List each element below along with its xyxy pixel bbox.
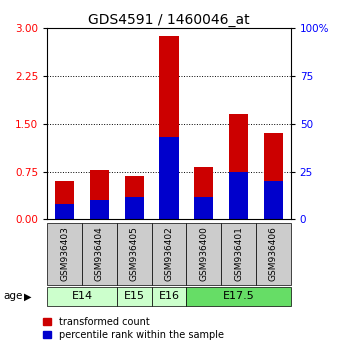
Bar (194, 196, 213, 219)
Text: E17.5: E17.5 (223, 291, 255, 302)
Text: ▶: ▶ (24, 291, 32, 302)
Text: GSM936401: GSM936401 (234, 227, 243, 281)
Bar (229, 172, 248, 219)
Bar (152, 223, 186, 285)
Bar (55, 181, 74, 219)
Bar (160, 36, 178, 219)
Bar (256, 223, 291, 285)
Bar (47, 223, 82, 285)
Text: GSM936402: GSM936402 (165, 227, 173, 281)
Legend: transformed count, percentile rank within the sample: transformed count, percentile rank withi… (39, 313, 228, 343)
Bar (194, 167, 213, 219)
Bar (117, 223, 152, 285)
Title: GDS4591 / 1460046_at: GDS4591 / 1460046_at (88, 13, 250, 27)
Bar (152, 287, 186, 306)
Text: E14: E14 (72, 291, 93, 302)
Text: GSM936403: GSM936403 (60, 227, 69, 281)
Bar (125, 196, 144, 219)
Text: GSM936406: GSM936406 (269, 227, 278, 281)
Bar (160, 137, 178, 219)
Text: E16: E16 (159, 291, 179, 302)
Text: GSM936400: GSM936400 (199, 227, 208, 281)
Bar (90, 170, 109, 219)
Bar (221, 223, 256, 285)
Bar (264, 181, 283, 219)
Bar (47, 287, 117, 306)
Text: GSM936404: GSM936404 (95, 227, 104, 281)
Bar (117, 287, 152, 306)
Bar (186, 287, 291, 306)
Text: GSM936405: GSM936405 (130, 227, 139, 281)
Bar (82, 223, 117, 285)
Text: age: age (3, 291, 23, 302)
Bar (229, 114, 248, 219)
Bar (264, 133, 283, 219)
Bar (90, 200, 109, 219)
Bar (55, 204, 74, 219)
Bar (125, 176, 144, 219)
Bar (186, 223, 221, 285)
Text: E15: E15 (124, 291, 145, 302)
